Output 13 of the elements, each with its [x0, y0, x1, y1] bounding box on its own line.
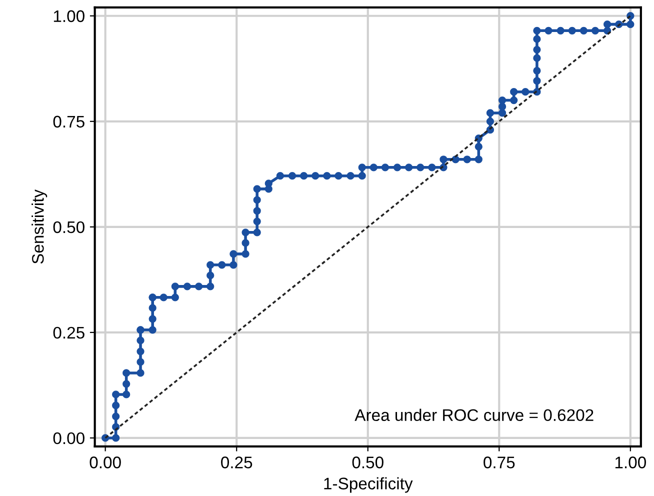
x-tick-label: 0.50 [352, 456, 384, 468]
x-axis-title: 1-Specificity [324, 477, 413, 493]
y-tick-label: 0.25 [53, 326, 84, 339]
x-tick-label: 0.75 [484, 456, 515, 468]
y-tick-label: 0.50 [53, 221, 84, 234]
y-tick-label: 0.75 [53, 116, 84, 128]
x-tick-label: 0.25 [221, 456, 252, 468]
x-tick-label: 1.00 [615, 456, 646, 468]
y-tick-label: 1.00 [54, 10, 84, 22]
y-tick-label: 0.00 [53, 432, 84, 444]
annotation: Area under ROC curve = 0.6202 [354, 408, 594, 422]
y-axis-title: Sensitivity [32, 189, 48, 264]
x-tick-label: 0.00 [90, 456, 121, 468]
